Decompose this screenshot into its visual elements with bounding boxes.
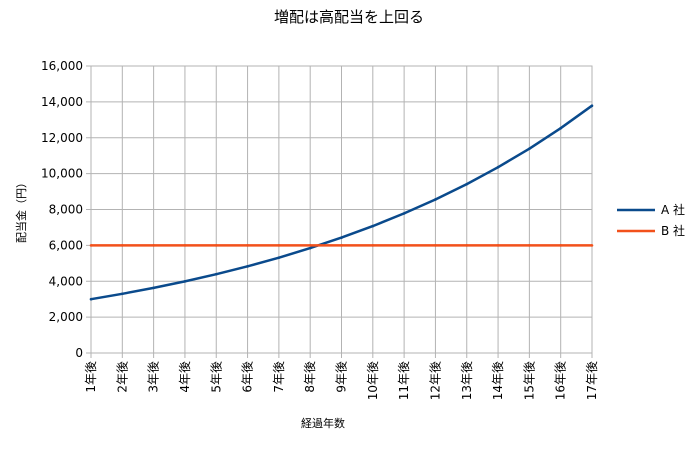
x-tick-label: 12年後 <box>428 361 442 400</box>
data-point <box>434 244 437 247</box>
data-point <box>590 104 594 108</box>
y-tick-label: 2,000 <box>49 310 83 324</box>
data-point <box>371 244 375 247</box>
data-point <box>121 244 124 247</box>
data-point <box>340 236 343 239</box>
data-point <box>496 244 500 247</box>
data-point <box>434 198 437 201</box>
data-point <box>183 244 187 247</box>
data-point <box>559 126 562 130</box>
y-tick-label: 10,000 <box>41 167 83 181</box>
x-tick-label: 8年後 <box>303 361 317 393</box>
y-tick-label: 6,000 <box>49 238 83 252</box>
data-point <box>590 244 594 247</box>
data-point <box>402 212 406 215</box>
data-point <box>371 224 375 228</box>
legend-label: A 社 <box>661 202 685 217</box>
data-point <box>214 244 218 247</box>
x-tick-label: 6年後 <box>241 361 255 393</box>
data-point <box>277 256 281 259</box>
data-point <box>465 182 469 186</box>
x-tick-label: 7年後 <box>272 361 286 393</box>
data-point <box>402 244 406 247</box>
x-tick-label: 4年後 <box>178 361 192 393</box>
data-point <box>308 244 312 247</box>
x-tick-label: 3年後 <box>147 361 161 393</box>
data-point <box>496 165 500 169</box>
data-point <box>308 246 312 250</box>
x-tick-label: 15年後 <box>522 361 536 400</box>
data-point <box>89 297 93 301</box>
data-point <box>121 292 124 296</box>
y-tick-label: 16,000 <box>41 59 83 73</box>
x-tick-label: 14年後 <box>491 361 505 400</box>
data-point <box>246 265 249 268</box>
y-tick-label: 8,000 <box>49 203 83 217</box>
data-point <box>277 244 281 247</box>
series-lines <box>89 104 594 301</box>
y-axis-label: 配当金（円） <box>14 177 28 243</box>
y-tick-label: 12,000 <box>41 131 83 145</box>
x-tick-label: 13年後 <box>460 361 474 400</box>
legend-label: B 社 <box>661 223 685 238</box>
data-point <box>89 244 93 247</box>
x-tick-label: 16年後 <box>554 361 568 400</box>
x-tick-label: 1年後 <box>84 361 98 393</box>
chart-title: 増配は高配当を上回る <box>274 8 424 26</box>
data-point <box>528 244 531 247</box>
gridlines <box>86 65 593 354</box>
y-axis-ticks: 0 2,000 4,000 6,000 8,000 10,000 12,000 14,000 1… <box>41 59 83 360</box>
x-tick-label: 17年後 <box>585 361 599 400</box>
x-axis-ticks: 1年後 2年後 3年後 4年後 5年後 6年後 7年後 8年後 9年後 10年後 11年後 12年後 1… <box>84 353 599 400</box>
x-axis-label: 経過年数 <box>301 416 345 430</box>
data-point <box>465 244 469 247</box>
y-tick-label: 4,000 <box>49 274 83 288</box>
y-tick-label: 0 <box>75 346 83 360</box>
data-point <box>559 244 562 247</box>
y-tick-label: 14,000 <box>41 95 83 109</box>
x-tick-label: 9年後 <box>335 361 349 393</box>
x-tick-label: 11年後 <box>397 361 411 400</box>
data-point <box>183 280 187 283</box>
data-point <box>214 272 218 276</box>
legend: A 社 B 社 <box>617 202 685 238</box>
data-point <box>340 244 343 247</box>
data-point <box>246 244 249 247</box>
x-tick-label: 5年後 <box>209 361 223 393</box>
x-tick-label: 2年後 <box>115 361 129 393</box>
data-point <box>152 286 155 290</box>
x-tick-label: 10年後 <box>366 361 380 400</box>
data-point <box>152 244 155 247</box>
data-point <box>528 147 531 150</box>
